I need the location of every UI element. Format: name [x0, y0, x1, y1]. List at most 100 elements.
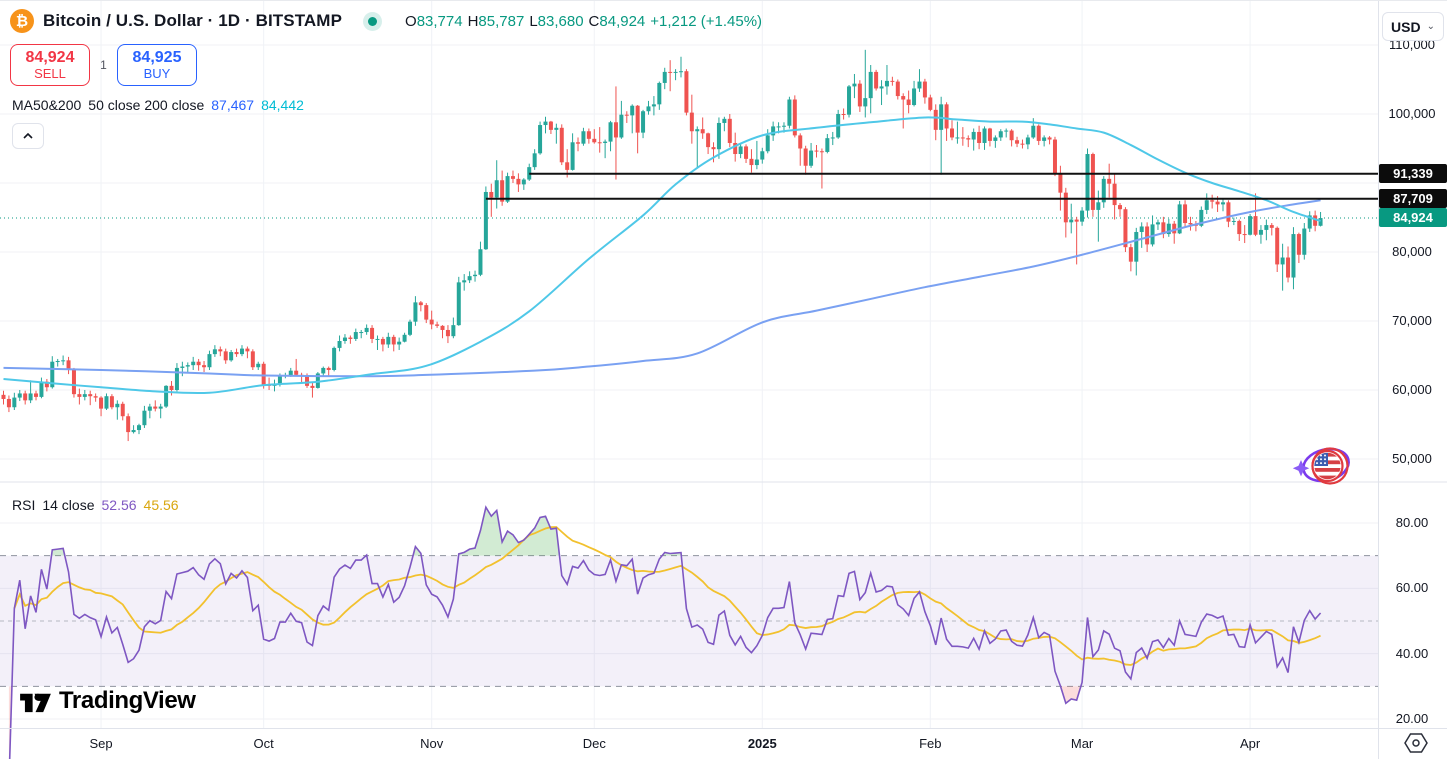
candle-body	[1, 394, 6, 399]
ma-indicator-legend[interactable]: MA50&200 50 close 200 close 87,467 84,44…	[12, 97, 304, 113]
symbol-header[interactable]: ₿ Bitcoin / U.S. Dollar · 1D · BITSTAMP …	[10, 9, 762, 33]
candle-body	[386, 336, 391, 345]
candle-body	[576, 142, 581, 144]
candle-body	[88, 394, 93, 397]
candle-body	[473, 274, 478, 277]
candle-body	[1161, 222, 1166, 235]
chevron-down-icon: ⌄	[1426, 21, 1435, 32]
candle-body	[565, 162, 570, 170]
rsi-axis-tick[interactable]: 20.00	[1395, 711, 1429, 726]
candle-body	[55, 361, 60, 363]
candle-body	[17, 393, 22, 398]
candle-body	[982, 128, 987, 143]
candle-body	[825, 138, 830, 152]
time-axis-label[interactable]: Dec	[582, 736, 606, 751]
price-axis-tick[interactable]: 100,000	[1388, 106, 1436, 121]
last-price-label: 84,924	[1379, 208, 1447, 227]
candle-body	[115, 403, 120, 408]
candle-body	[1269, 225, 1274, 228]
candle-body	[711, 147, 716, 150]
candle-body	[613, 122, 618, 138]
candle-body	[147, 406, 152, 411]
sell-button[interactable]: 84,924 SELL	[10, 44, 90, 86]
ma200-value: 84,442	[261, 97, 304, 113]
tradingview-glyph-icon	[20, 693, 51, 712]
candle-body	[960, 137, 965, 139]
candle-body	[370, 327, 375, 339]
candle-body	[1313, 215, 1318, 226]
candle-body	[142, 410, 147, 426]
rsi-axis-tick[interactable]: 60.00	[1395, 580, 1429, 596]
candle-body	[819, 151, 824, 153]
rsi-indicator-legend[interactable]: RSI 14 close 52.56 45.56	[12, 497, 179, 513]
candle-body	[1280, 257, 1285, 265]
candle-body	[1296, 234, 1301, 255]
price-level-label-2[interactable]: 87,709	[1379, 189, 1447, 208]
candle-body	[1221, 202, 1225, 205]
price-axis-tick[interactable]: 80,000	[1392, 244, 1432, 259]
time-axis-label[interactable]: Nov	[420, 736, 444, 751]
candle-body	[684, 71, 689, 113]
price-level-label-1[interactable]: 91,339	[1379, 164, 1447, 183]
price-axis-tick[interactable]: 50,000	[1392, 451, 1432, 466]
rsi-axis-tick[interactable]: 40.00	[1395, 645, 1429, 661]
us-flag-sticker-icon	[1292, 447, 1350, 485]
candle-body	[657, 82, 662, 105]
time-axis-label[interactable]: 2025	[747, 736, 777, 751]
candle-body	[104, 396, 109, 409]
candle-body	[521, 179, 526, 185]
candle-body	[364, 327, 369, 333]
candle-body	[733, 142, 738, 155]
candle-body	[1069, 219, 1074, 223]
time-axis-label[interactable]: Feb	[919, 736, 942, 751]
time-axis-label[interactable]: Sep	[89, 736, 113, 751]
candle-body	[830, 137, 835, 139]
candle-body	[1318, 218, 1323, 226]
candle-body	[332, 347, 337, 370]
candle-body	[1123, 209, 1128, 248]
candle-body	[624, 114, 629, 116]
candle-body	[993, 137, 998, 141]
price-axis-tick[interactable]: 60,000	[1392, 382, 1432, 397]
candle-body	[1302, 228, 1307, 255]
collapse-panel-button[interactable]	[12, 123, 44, 149]
candle-body	[933, 109, 938, 130]
candle-body	[1058, 173, 1063, 193]
candle-body	[592, 138, 597, 143]
candle-body	[1258, 229, 1263, 235]
candle-body	[402, 334, 407, 342]
candle-body	[516, 178, 521, 185]
ma-indicator-name: MA50&200	[12, 97, 82, 113]
candle-body	[1107, 178, 1112, 184]
candle-body	[809, 150, 814, 166]
price-axis-tick[interactable]: 70,000	[1392, 313, 1432, 328]
candle-body	[494, 180, 499, 198]
rsi-axis-tick[interactable]: 80.00	[1395, 515, 1429, 530]
currency-unit-button[interactable]: USD ⌄	[1382, 12, 1444, 41]
candle-body	[1036, 125, 1041, 141]
candle-body	[955, 137, 960, 139]
buy-button[interactable]: 84,925 BUY	[117, 44, 197, 86]
time-axis-label[interactable]: Mar	[1070, 736, 1094, 751]
candle-body	[977, 131, 982, 143]
time-axis-label[interactable]: Oct	[253, 736, 274, 751]
candle-body	[581, 131, 586, 144]
candle-body	[781, 125, 786, 127]
candle-body	[1199, 209, 1204, 226]
candle-body	[538, 125, 543, 154]
candle-body	[814, 150, 819, 152]
candle-body	[239, 348, 244, 355]
time-axis-label[interactable]: Apr	[1239, 736, 1261, 751]
candle-body	[716, 122, 721, 150]
candle-body	[917, 81, 922, 89]
candle-body	[44, 381, 49, 388]
candle-body	[603, 141, 608, 143]
symbol-title[interactable]: Bitcoin / U.S. Dollar · 1D · BITSTAMP	[43, 11, 343, 30]
candle-body	[462, 280, 467, 283]
ma50-line	[3, 116, 1321, 395]
candle-body	[1042, 137, 1047, 141]
settings-hexagon-icon[interactable]	[1403, 732, 1429, 754]
candle-body	[196, 361, 201, 366]
